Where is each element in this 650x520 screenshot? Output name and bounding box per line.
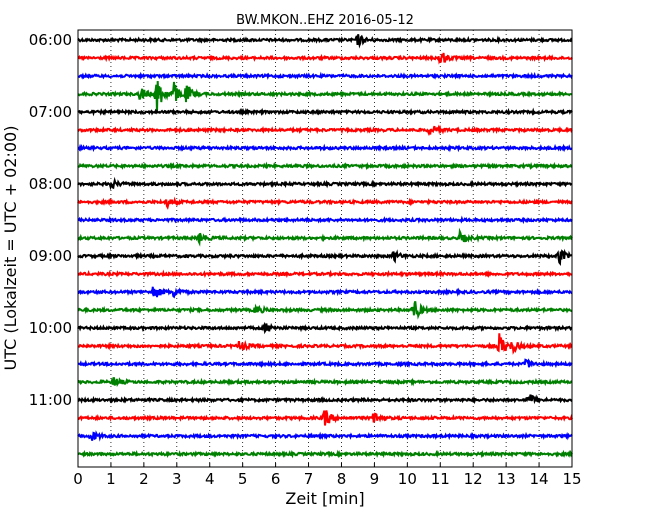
x-tick-label: 9 (370, 470, 380, 488)
trace-09:15 (77, 269, 573, 279)
y-axis-ticks: 06:00 07:00 08:00 09:00 10:00 11:00 (29, 31, 82, 409)
trace-08:30 (77, 215, 573, 225)
x-tick-label: 7 (304, 470, 314, 488)
trace-07:00 (77, 107, 573, 117)
x-tick-label: 14 (530, 470, 549, 488)
trace-08:45 (77, 227, 573, 247)
y-axis-label: UTC (Lokalzeit = UTC + 02:00) (1, 126, 20, 371)
trace-10:00 (77, 321, 573, 335)
trace-09:45 (77, 300, 573, 320)
trace-08:00 (77, 176, 573, 191)
x-tick-label: 5 (238, 470, 248, 488)
x-tick-label: 12 (464, 470, 483, 488)
y-tick-label: 09:00 (29, 247, 72, 265)
trace-07:30 (77, 143, 573, 153)
trace-11:00 (77, 394, 573, 405)
x-tick-label: 10 (398, 470, 417, 488)
y-tick-label: 06:00 (29, 31, 72, 49)
x-tick-label: 8 (337, 470, 347, 488)
trace-11:15 (77, 410, 573, 426)
x-tick-label: 1 (106, 470, 116, 488)
x-axis-label: Zeit [min] (285, 489, 364, 508)
trace-07:45 (77, 161, 573, 171)
x-tick-label: 4 (205, 470, 215, 488)
y-tick-label: 08:00 (29, 175, 72, 193)
trace-08:15 (77, 196, 573, 210)
trace-09:30 (77, 286, 573, 299)
trace-10:15 (77, 333, 573, 355)
y-tick-label: 10:00 (29, 319, 72, 337)
trace-06:15 (77, 52, 573, 65)
x-tick-label: 15 (562, 470, 581, 488)
plot-frame (77, 29, 573, 468)
x-tick-label: 6 (271, 470, 281, 488)
x-axis-ticks: 0 1 2 3 4 5 6 7 8 9 10 11 12 13 14 15 (73, 463, 582, 488)
trace-06:30 (77, 71, 573, 81)
x-tick-label: 3 (172, 470, 182, 488)
trace-06:45 (77, 81, 573, 114)
trace-09:00 (77, 248, 573, 267)
trace-group (77, 34, 573, 459)
chart-title: BW.MKON..EHZ 2016-05-12 (236, 13, 414, 28)
x-tick-label: 0 (73, 470, 83, 488)
trace-06:00 (77, 34, 573, 49)
trace-10:45 (77, 376, 573, 387)
trace-11:45 (77, 449, 573, 459)
x-tick-label: 13 (497, 470, 516, 488)
x-tick-label: 2 (139, 470, 149, 488)
trace-07:15 (77, 124, 573, 137)
trace-11:30 (77, 430, 573, 442)
trace-10:30 (77, 358, 573, 369)
y-tick-label: 07:00 (29, 103, 72, 121)
x-tick-label: 11 (431, 470, 450, 488)
y-tick-label: 11:00 (29, 391, 72, 409)
grid-lines (110, 30, 540, 467)
